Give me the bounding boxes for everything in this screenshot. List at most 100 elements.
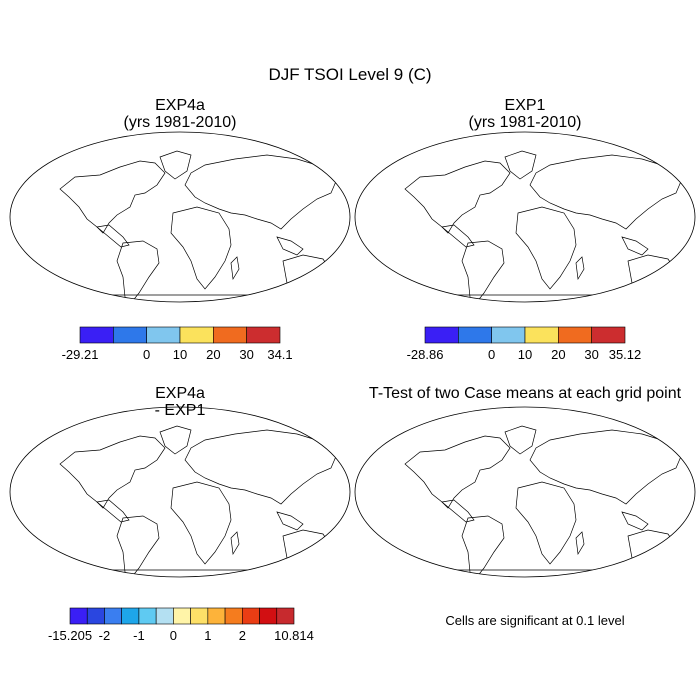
grid-cell	[25, 237, 26, 243]
grid-cell	[530, 267, 536, 273]
grid-cell	[645, 242, 651, 248]
grid-cell	[310, 151, 316, 153]
grid-cell	[620, 257, 626, 263]
grid-cell	[505, 277, 511, 283]
grid-cell	[600, 232, 606, 238]
grid-cell	[410, 167, 416, 173]
grid-cell	[344, 410, 347, 413]
grid-cell	[310, 262, 316, 268]
grid-cell	[590, 227, 596, 233]
grid-cell	[60, 247, 66, 253]
grid-cell	[245, 142, 250, 147]
grid-cell	[360, 287, 365, 292]
grid-cell	[25, 162, 31, 168]
grid-cell	[670, 152, 676, 158]
grid-cell	[595, 247, 601, 253]
grid-cell	[25, 212, 31, 218]
grid-cell	[315, 292, 321, 298]
grid-cell	[325, 177, 331, 183]
grid-cell	[175, 167, 181, 173]
grid-cell	[125, 252, 131, 258]
grid-cell	[310, 237, 316, 243]
grid-cell	[690, 257, 695, 262]
grid-cell	[580, 167, 586, 173]
grid-cell	[35, 172, 41, 178]
grid-cell	[625, 217, 631, 223]
grid-cell	[250, 151, 256, 153]
colorbar-exp4a: -29.21 0 10 20 30 34.1	[62, 326, 293, 362]
grid-cell	[105, 267, 111, 273]
grid-cell	[275, 187, 281, 193]
grid-cell	[329, 410, 332, 413]
grid-cell	[95, 407, 98, 410]
grid-cell	[565, 197, 571, 203]
grid-cell	[405, 232, 411, 238]
grid-cell	[420, 232, 426, 238]
grid-cell	[510, 157, 516, 163]
grid-cell	[405, 202, 411, 208]
grid-cell	[520, 237, 526, 243]
grid-cell	[505, 222, 511, 228]
grid-cell	[85, 187, 91, 193]
grid-cell	[400, 177, 406, 183]
grid-cell	[40, 262, 46, 268]
grid-cell	[35, 237, 41, 243]
grid-cell	[645, 222, 651, 228]
grid-cell	[350, 267, 355, 272]
grid-cell	[500, 212, 506, 218]
grid-cell	[260, 267, 266, 273]
grid-cell	[210, 157, 216, 163]
grid-cell	[415, 267, 421, 273]
grid-cell	[415, 182, 421, 188]
grid-cell	[420, 292, 426, 298]
grid-cell	[135, 172, 141, 178]
grid-cell	[330, 212, 336, 218]
grid-cell	[375, 232, 381, 238]
grid-cell	[475, 182, 481, 188]
grid-cell	[525, 197, 531, 203]
grid-cell	[685, 182, 686, 188]
grid-cell	[450, 162, 456, 168]
grid-cell	[265, 262, 271, 268]
grid-cell	[335, 152, 341, 158]
grid-cell	[375, 227, 381, 233]
grid-cell	[555, 217, 561, 223]
grid-cell	[590, 257, 596, 263]
grid-cell	[350, 257, 355, 262]
grid-cell	[225, 237, 231, 243]
grid-cell	[400, 162, 406, 168]
grid-cell	[50, 410, 53, 413]
grid-cell	[590, 267, 596, 273]
grid-cell	[445, 212, 451, 218]
grid-cell	[650, 227, 656, 233]
grid-cell	[270, 197, 276, 203]
grid-cell	[360, 162, 365, 167]
grid-cell	[120, 262, 126, 268]
grid-cell	[655, 247, 661, 253]
grid-cell	[370, 267, 376, 273]
grid-cell	[605, 157, 611, 163]
grid-cell	[530, 262, 536, 268]
grid-cell	[265, 277, 271, 283]
grid-cell	[580, 151, 586, 153]
grid-cell	[620, 192, 626, 198]
grid-cell	[5, 282, 10, 287]
grid-cell	[170, 182, 176, 188]
grid-cell	[209, 410, 212, 413]
grid-cell	[350, 162, 355, 167]
grid-cell	[445, 157, 451, 163]
grid-cell	[65, 207, 71, 213]
grid-cell	[5, 207, 10, 212]
grid-cell	[90, 152, 96, 158]
grid-cell	[370, 162, 371, 168]
grid-cell	[140, 187, 146, 193]
grid-cell	[225, 262, 231, 268]
grid-cell	[220, 252, 226, 258]
grid-cell	[680, 257, 686, 263]
grid-cell	[95, 202, 101, 208]
grid-cell	[240, 262, 246, 268]
grid-cell	[135, 151, 141, 153]
grid-cell	[200, 262, 206, 268]
grid-cell	[25, 192, 31, 198]
grid-cell	[550, 177, 556, 183]
